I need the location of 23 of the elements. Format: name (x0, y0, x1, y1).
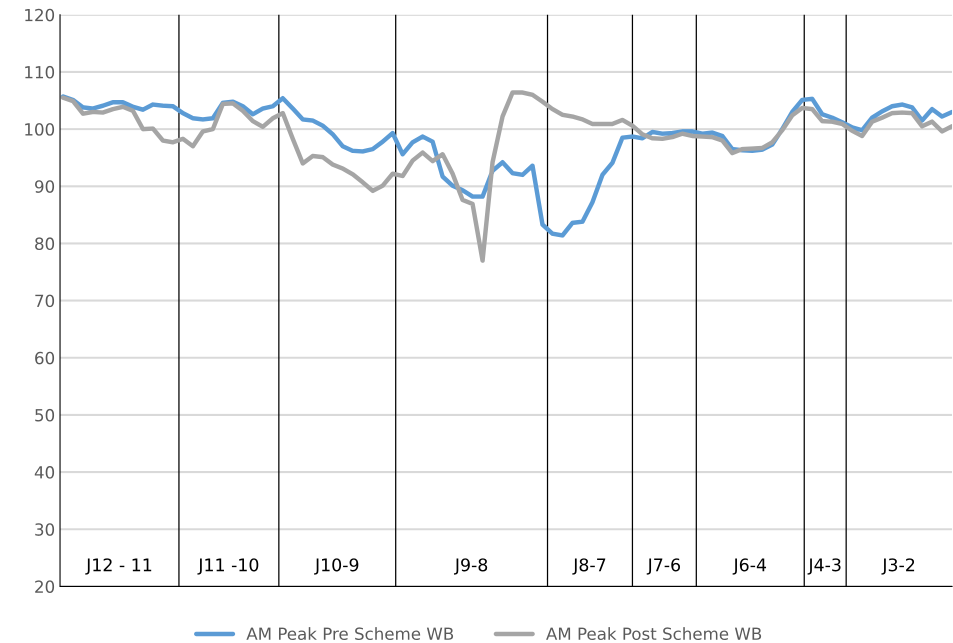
annotation: J6-4 (732, 558, 766, 575)
y-tick-label: 40 (34, 466, 54, 479)
annotation: J7-6 (646, 558, 680, 575)
annotation: J11 -10 (197, 558, 258, 575)
y-tick-label: 80 (35, 237, 54, 250)
y-tick-label: 90 (35, 180, 54, 193)
y-tick-label: 50 (35, 408, 54, 422)
annotation: J3-2 (881, 558, 914, 575)
y-tick-label: 110 (25, 66, 54, 79)
y-tick-label: 60 (35, 352, 54, 364)
legend-label: AM Peak Pre Scheme WB (246, 627, 454, 640)
y-tick-label: 70 (35, 294, 54, 308)
annotation: J10-9 (314, 558, 358, 575)
annotation: J8-7 (572, 558, 606, 575)
y-tick-label: 100 (25, 123, 54, 136)
y-tick-label: 20 (35, 580, 54, 593)
line-series (60, 90, 952, 263)
y-tick-label: 30 (35, 523, 54, 536)
y-tick-label: 120 (25, 8, 54, 22)
legend-label: AM Peak Post Scheme WB (546, 627, 762, 640)
annotation: J9-8 (454, 558, 488, 575)
annotation: J12 - 11 (85, 558, 152, 575)
annotation: J4-3 (808, 558, 841, 575)
